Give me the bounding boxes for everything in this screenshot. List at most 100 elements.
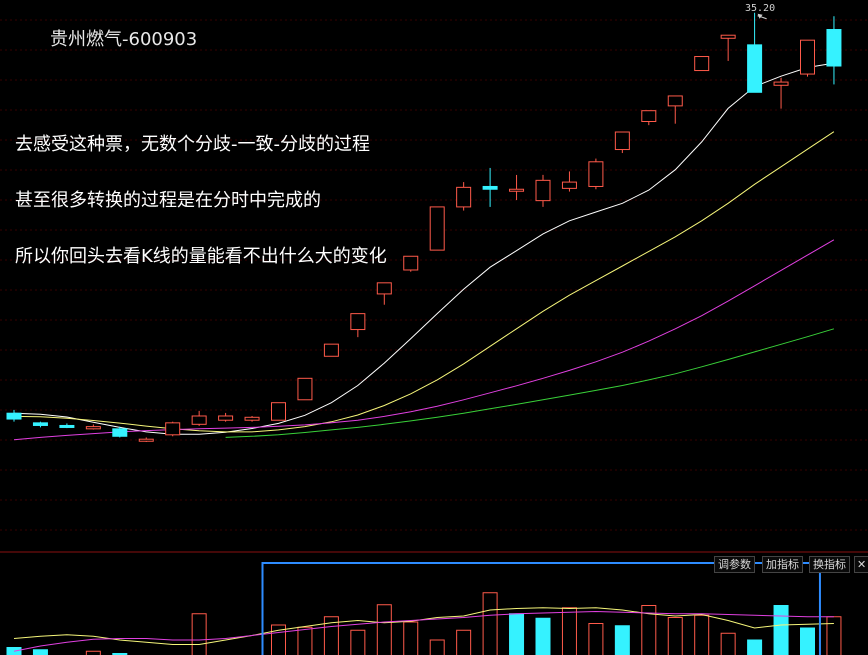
candle-body (614, 131, 630, 151)
candle-body (747, 44, 763, 93)
volume-bar (350, 629, 366, 655)
candle-body (535, 179, 551, 202)
volume-bar (297, 626, 313, 655)
candle-body (694, 56, 710, 72)
candlestick-series (6, 12, 842, 442)
candle (85, 424, 101, 430)
close-icon[interactable]: ✕ (854, 556, 868, 573)
ma5-line (13, 62, 834, 435)
volume-bar (773, 605, 789, 655)
volume-bar (614, 625, 630, 655)
candle (561, 171, 577, 192)
volume-bar (403, 621, 419, 655)
candle-body (297, 377, 313, 401)
candle-body (350, 313, 366, 331)
chart-grid (0, 19, 868, 553)
candle-body (32, 422, 48, 426)
candle-body (191, 415, 207, 425)
volume-bar (720, 632, 736, 655)
volume-bar (509, 613, 525, 655)
volume-bar (800, 627, 815, 655)
peak-price-label: 35.20 (745, 3, 776, 14)
candle-body (85, 426, 101, 430)
volume-bar (85, 650, 101, 655)
highlight-rectangle (261, 562, 821, 655)
peak-marker (757, 13, 767, 20)
candle-body (456, 186, 472, 208)
switch-indicator-button[interactable]: 换指标 (809, 556, 850, 573)
volume-ma10-line (13, 610, 834, 652)
candle (376, 282, 392, 305)
candle (800, 39, 815, 77)
volume-bar (429, 639, 445, 655)
candle (403, 255, 419, 272)
volume-ma-lines (13, 607, 834, 652)
candle-body (165, 422, 181, 436)
volume-bar (641, 605, 657, 655)
ma60-line (225, 328, 835, 438)
candle-body (429, 206, 445, 251)
volume-bar (667, 617, 683, 655)
candle (32, 421, 48, 428)
candle (641, 110, 657, 126)
candle-body (773, 81, 789, 86)
candle-body (826, 29, 842, 67)
candle (6, 409, 22, 422)
volume-bar (482, 592, 498, 655)
candle (271, 402, 286, 421)
annotation-line-2: 甚至很多转换的过程是在分时中完成的 (15, 190, 321, 211)
ma10-line (13, 131, 835, 433)
volume-bar (376, 604, 392, 655)
candle-body (323, 343, 339, 357)
candle-body (667, 95, 683, 107)
candle (138, 437, 154, 442)
volume-bar (112, 653, 128, 655)
params-button[interactable]: 调参数 (714, 556, 755, 573)
candle-body (218, 415, 234, 421)
candle-body (403, 255, 419, 271)
volume-bar (32, 649, 48, 655)
candle-body (588, 161, 604, 187)
candle-body (6, 412, 22, 420)
candle (509, 174, 525, 201)
volume-bar (191, 613, 207, 655)
volume-bar (588, 623, 604, 655)
annotation-line-3: 所以你回头去看K线的量能看不出什么大的变化 (15, 246, 387, 267)
candle (773, 77, 789, 109)
candle (244, 415, 260, 422)
candle-body (720, 34, 736, 39)
peak-arrowhead (757, 13, 763, 19)
candle-body (112, 428, 128, 437)
candle (720, 34, 736, 61)
candle-body (509, 188, 525, 192)
candle-body (800, 39, 815, 75)
candle-body (482, 185, 498, 190)
candle (218, 412, 234, 422)
candle (747, 12, 763, 93)
candle-body (244, 416, 260, 421)
candle-body (59, 424, 75, 428)
annotation-line-1: 去感受这种票，无数个分歧-一致-分歧的过程 (15, 134, 370, 155)
candle (191, 410, 207, 426)
candle (482, 167, 498, 207)
volume-highlight-box (261, 562, 821, 655)
candle (456, 182, 472, 211)
candle (323, 343, 339, 357)
candle-body (271, 402, 286, 421)
ma20-line (13, 239, 835, 441)
candle (59, 423, 75, 429)
candle (112, 426, 128, 438)
candle (535, 174, 551, 207)
candle (694, 56, 710, 72)
candle (614, 131, 630, 154)
volume-bar (747, 639, 763, 655)
add-indicator-button[interactable]: 加指标 (762, 556, 803, 573)
volume-bar (826, 616, 842, 655)
candle (667, 95, 683, 124)
candle (588, 158, 604, 190)
candle (297, 377, 313, 401)
candle (826, 16, 842, 85)
candle-body (376, 282, 392, 295)
volume-bars (6, 592, 842, 655)
